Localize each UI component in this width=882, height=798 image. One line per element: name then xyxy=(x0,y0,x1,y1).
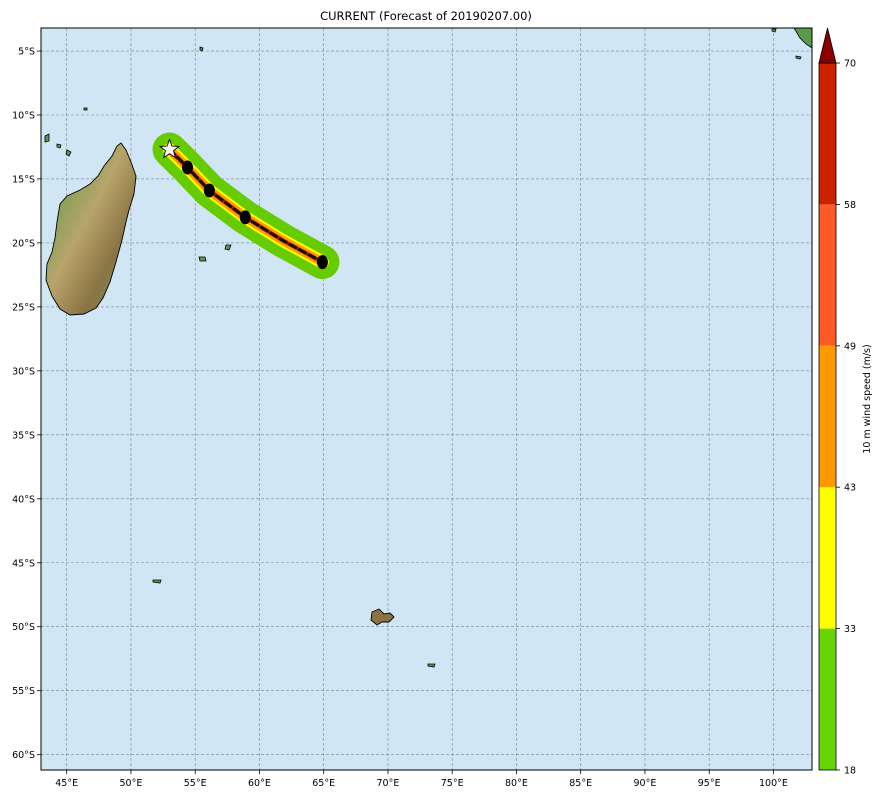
heard-island xyxy=(427,663,436,668)
colorbar-label: 10 m wind speed (m/s) xyxy=(862,344,873,453)
lat-tick-label: 35°S xyxy=(12,430,35,441)
lat-tick-label: 20°S xyxy=(12,238,35,249)
kerguelen-island xyxy=(370,608,395,626)
lat-tick-label: 45°S xyxy=(12,558,35,569)
africa-corner-land xyxy=(793,28,812,49)
lat-tick-label: 40°S xyxy=(12,494,35,505)
track-position-marker xyxy=(203,183,215,198)
lon-tick-label: 65°E xyxy=(312,778,335,789)
lat-tick-label: 5°S xyxy=(18,47,35,58)
lat-tick-label: 15°S xyxy=(12,174,35,185)
latitude-axis: 5°S 10°S 15°S 20°S 25°S 30°S 35°S 40°S 45°S 50°S 5… xyxy=(12,47,41,761)
lon-tick-label: 70°E xyxy=(377,778,400,789)
colorbar-ticks: 18 33 43 49 58 70 xyxy=(836,59,856,777)
colorbar-extend-triangle xyxy=(818,27,837,64)
track-position-marker xyxy=(239,210,251,225)
small-island xyxy=(771,28,777,33)
seychelles-island xyxy=(83,107,88,111)
map-title: CURRENT (Forecast of 20190207.00) xyxy=(320,9,532,23)
lon-tick-label: 50°E xyxy=(120,778,143,789)
mauritius-island xyxy=(224,244,232,251)
track-position-marker xyxy=(181,160,193,175)
track-position-marker xyxy=(316,255,328,270)
gridlines xyxy=(41,28,812,770)
comoros-island xyxy=(44,133,50,143)
colorbar-segment xyxy=(819,345,836,488)
colorbar-segment xyxy=(819,204,836,346)
colorbar-tick-label: 33 xyxy=(844,624,856,635)
colorbar: 18 33 43 49 58 70 10 m wind speed (m/s) xyxy=(818,27,873,777)
lon-tick-label: 80°E xyxy=(505,778,528,789)
map-frame xyxy=(40,27,813,771)
madagascar-land xyxy=(45,142,137,316)
colorbar-tick-label: 49 xyxy=(844,341,856,352)
lat-tick-label: 30°S xyxy=(12,366,35,377)
lon-tick-label: 85°E xyxy=(569,778,592,789)
comoros-island xyxy=(56,143,62,149)
lon-tick-label: 90°E xyxy=(634,778,657,789)
lon-tick-label: 75°E xyxy=(441,778,464,789)
crozet-island xyxy=(152,579,162,584)
colorbar-tick-label: 70 xyxy=(844,59,856,70)
colorbar-segment xyxy=(819,628,836,770)
lat-tick-label: 50°S xyxy=(12,622,35,633)
lat-tick-label: 25°S xyxy=(12,302,35,313)
landmasses xyxy=(44,28,812,668)
lat-tick-label: 55°S xyxy=(12,686,35,697)
lon-tick-label: 45°E xyxy=(55,778,78,789)
lon-tick-label: 60°E xyxy=(248,778,271,789)
lat-tick-label: 10°S xyxy=(12,110,35,121)
reunion-island xyxy=(198,256,207,262)
colorbar-tick-label: 58 xyxy=(844,200,856,211)
small-island xyxy=(795,55,802,60)
lon-tick-label: 95°E xyxy=(698,778,721,789)
lon-tick-label: 100°E xyxy=(759,778,788,789)
longitude-axis: 45°E 50°E 55°E 60°E 65°E 70°E 75°E 80°E 85°E 90°E… xyxy=(55,770,788,789)
colorbar-tick-label: 43 xyxy=(844,483,856,494)
colorbar-frame xyxy=(818,62,837,771)
lon-tick-label: 55°E xyxy=(184,778,207,789)
mayotte-island xyxy=(65,149,72,157)
star-icon xyxy=(158,138,181,159)
colorbar-segments xyxy=(819,63,836,770)
lat-tick-label: 60°S xyxy=(12,750,35,761)
map-area xyxy=(41,28,812,770)
colorbar-segment xyxy=(819,63,836,205)
seychelles-island xyxy=(199,46,204,52)
colorbar-tick-label: 18 xyxy=(844,766,856,777)
colorbar-segment xyxy=(819,487,836,629)
storm-track xyxy=(152,132,340,280)
